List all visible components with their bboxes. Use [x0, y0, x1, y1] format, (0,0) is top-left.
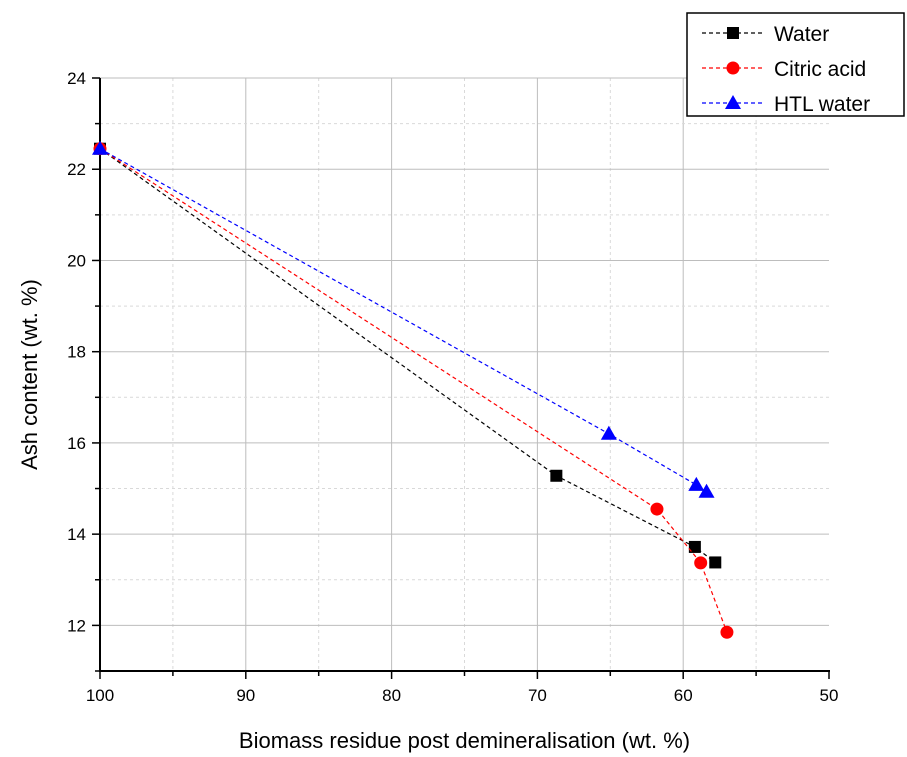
data-point: [694, 556, 708, 570]
legend-box: [686, 12, 905, 117]
data-point: [709, 556, 722, 569]
series-layer: [92, 140, 734, 639]
legend-item: Citric acid: [702, 58, 866, 81]
legend: Water Citric acid HTL water: [686, 12, 905, 117]
y-tick-label: 12: [67, 616, 86, 635]
legend-label: Citric acid: [774, 58, 866, 81]
x-tick-label: 70: [528, 686, 547, 705]
legend-marker: [725, 95, 741, 109]
series-water: [94, 142, 722, 569]
y-tick-label: 20: [67, 251, 86, 270]
data-point: [600, 425, 617, 440]
legend-label: HTL water: [774, 93, 870, 116]
series-htl-water: [92, 140, 715, 498]
data-point: [650, 502, 664, 516]
y-tick-label: 14: [67, 525, 86, 544]
series-citric-acid: [93, 142, 734, 639]
x-tick-label: 80: [382, 686, 401, 705]
data-point: [92, 140, 108, 155]
grid: [100, 77, 829, 671]
data-point: [688, 476, 705, 491]
x-tick-label: 50: [820, 686, 839, 705]
series-line: [99, 148, 728, 633]
x-axis-title: Biomass residue post demineralisation (w…: [239, 728, 690, 753]
y-tick-label: 16: [67, 434, 86, 453]
data-point: [550, 469, 563, 482]
legend-marker: [727, 27, 739, 39]
data-point: [688, 540, 701, 553]
data-point: [698, 483, 715, 498]
series-line: [99, 148, 716, 563]
legend-marker: [726, 61, 740, 75]
data-point: [720, 625, 734, 639]
y-axis-title: Ash content (wt. %): [17, 279, 42, 470]
legend-item: Water: [702, 23, 829, 46]
y-tick-label: 22: [67, 160, 86, 179]
x-tick-label: 100: [86, 686, 114, 705]
x-tick-label: 90: [236, 686, 255, 705]
legend-item: HTL water: [702, 93, 870, 116]
y-tick-label: 18: [67, 343, 86, 362]
legend-label: Water: [774, 23, 829, 46]
axes: 100 90 80 70 60 50 12 14 16 18 20 22 24: [67, 69, 838, 705]
y-tick-label: 24: [67, 69, 86, 88]
series-line: [99, 148, 707, 493]
x-tick-label: 60: [674, 686, 693, 705]
